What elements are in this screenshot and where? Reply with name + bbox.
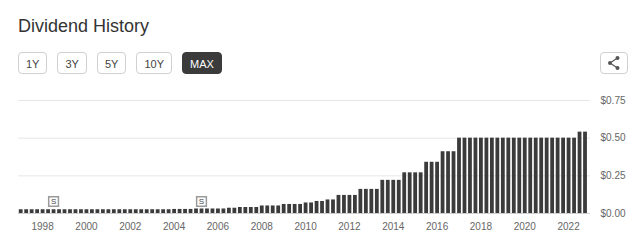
svg-text:1998: 1998: [31, 221, 54, 232]
svg-text:2000: 2000: [75, 221, 98, 232]
html-text:5Y: 5Y: [104, 58, 119, 70]
html-text:Dividend History: Dividend History: [18, 16, 149, 36]
svg-text:2002: 2002: [119, 221, 142, 232]
svg-text:2014: 2014: [382, 221, 405, 232]
svg-text:$0.00: $0.00: [601, 208, 626, 219]
svg-text:2006: 2006: [207, 221, 230, 232]
html-text:10Y: 10Y: [144, 58, 164, 70]
svg-text:2012: 2012: [338, 221, 361, 232]
html-text:1Y: 1Y: [26, 58, 40, 70]
svg-text:S: S: [51, 197, 56, 206]
svg-text:2010: 2010: [294, 221, 317, 232]
html-text:MAX: MAX: [190, 58, 214, 70]
svg-text:2020: 2020: [514, 221, 537, 232]
svg-text:$0.50: $0.50: [601, 132, 626, 143]
svg-text:2016: 2016: [426, 221, 449, 232]
svg-text:2018: 2018: [470, 221, 493, 232]
svg-text:$0.25: $0.25: [601, 170, 626, 181]
svg-text:$0.75: $0.75: [601, 95, 626, 106]
svg-text:2004: 2004: [163, 221, 186, 232]
svg-text:S: S: [199, 197, 204, 206]
html-text:3Y: 3Y: [65, 58, 79, 70]
svg-text:2008: 2008: [251, 221, 274, 232]
svg-text:2022: 2022: [557, 221, 580, 232]
